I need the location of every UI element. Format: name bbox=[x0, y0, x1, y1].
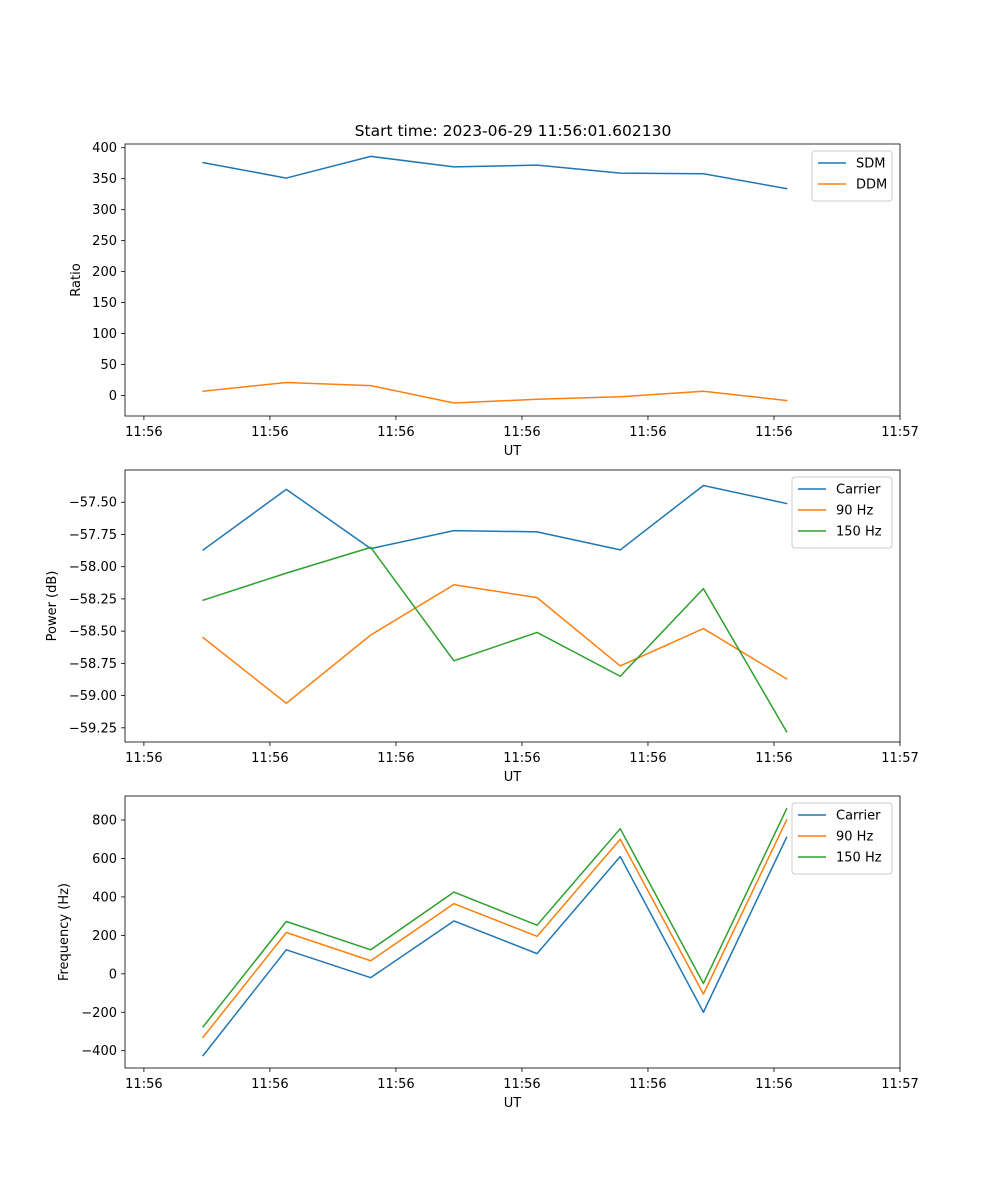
x-tick-label: 11:56 bbox=[503, 751, 540, 766]
x-tick-label: 11:56 bbox=[755, 1077, 792, 1092]
legend-entry-label: DDM bbox=[856, 178, 887, 193]
subplots: 11:56 11:56 11:56 11:56 11:56 11:56 11:57 0 50 10… bbox=[45, 141, 919, 1111]
legend-entry-label: 150 Hz bbox=[836, 525, 882, 540]
legend-entry-label: Carrier bbox=[836, 809, 881, 824]
y-tick-label: 600 bbox=[92, 852, 117, 867]
legend: SDM DDM bbox=[811, 150, 893, 202]
y-axis-label: Ratio bbox=[69, 263, 84, 296]
x-axis-label: UT bbox=[504, 444, 522, 459]
y-tick-label: −57.75 bbox=[69, 528, 117, 543]
subplot-2: 11:56 11:56 11:56 11:56 11:56 11:56 11:57 −59.2… bbox=[45, 469, 919, 785]
y-tick-label: −200 bbox=[81, 1006, 117, 1021]
axes-frame bbox=[124, 469, 901, 743]
x-tick-label: 11:56 bbox=[251, 751, 288, 766]
x-tick-label: 11:57 bbox=[881, 751, 918, 766]
y-tick-label: 250 bbox=[92, 234, 117, 249]
x-tick-label: 11:56 bbox=[503, 1077, 540, 1092]
x-tick-label: 11:56 bbox=[629, 751, 666, 766]
x-tick-label: 11:57 bbox=[881, 425, 918, 440]
legend-entry-label: Carrier bbox=[836, 483, 881, 498]
legend-entry-label: 90 Hz bbox=[836, 504, 873, 519]
y-tick-label: −58.50 bbox=[69, 625, 117, 640]
y-tick-label: 50 bbox=[100, 358, 117, 373]
y-tick-label: 200 bbox=[92, 929, 117, 944]
series-line-carrier bbox=[202, 484, 788, 551]
y-axis-label: Frequency (Hz) bbox=[57, 883, 72, 981]
x-axis-label: UT bbox=[504, 770, 522, 785]
y-tick-label: −57.50 bbox=[69, 496, 117, 511]
y-tick-label: −400 bbox=[81, 1044, 117, 1059]
x-tick-label: 11:56 bbox=[377, 425, 414, 440]
axes-frame bbox=[124, 795, 901, 1069]
y-tick-label: 300 bbox=[92, 203, 117, 218]
x-tick-label: 11:56 bbox=[125, 751, 162, 766]
y-tick-label: −59.00 bbox=[69, 689, 117, 704]
series-line-sdm bbox=[202, 155, 788, 190]
series-line-150-hz bbox=[202, 546, 788, 733]
y-tick-label: 0 bbox=[109, 967, 117, 982]
x-tick-label: 11:57 bbox=[881, 1077, 918, 1092]
subplot-3: 11:56 11:56 11:56 11:56 11:56 11:56 11:57 −400 −… bbox=[57, 795, 919, 1111]
series-line-carrier bbox=[202, 836, 788, 1057]
legend-entry-label: SDM bbox=[856, 157, 885, 172]
y-tick-label: −58.00 bbox=[69, 560, 117, 575]
y-tick-label: 400 bbox=[92, 141, 117, 156]
axes-frame bbox=[124, 143, 901, 417]
legend: Carrier 90 Hz 150 Hz bbox=[791, 802, 893, 875]
y-tick-label: 100 bbox=[92, 327, 117, 342]
legend-entry-label: 90 Hz bbox=[836, 830, 873, 845]
series-line-90-hz bbox=[202, 583, 788, 705]
y-tick-label: −58.75 bbox=[69, 657, 117, 672]
x-tick-label: 11:56 bbox=[503, 425, 540, 440]
series-line-150-hz bbox=[202, 807, 788, 1028]
y-tick-label: 150 bbox=[92, 296, 117, 311]
series-line-ddm bbox=[202, 381, 788, 404]
figure-title: Start time: 2023-06-29 11:56:01.602130 bbox=[355, 122, 672, 140]
y-tick-label: 200 bbox=[92, 265, 117, 280]
x-tick-label: 11:56 bbox=[755, 751, 792, 766]
x-tick-label: 11:56 bbox=[251, 425, 288, 440]
x-tick-label: 11:56 bbox=[377, 751, 414, 766]
legend-entry-label: 150 Hz bbox=[836, 851, 882, 866]
x-tick-label: 11:56 bbox=[125, 425, 162, 440]
y-tick-label: −59.25 bbox=[69, 721, 117, 736]
x-tick-label: 11:56 bbox=[251, 1077, 288, 1092]
y-tick-label: 800 bbox=[92, 814, 117, 829]
x-tick-label: 11:56 bbox=[629, 425, 666, 440]
y-tick-label: 0 bbox=[109, 389, 117, 404]
x-tick-label: 11:56 bbox=[629, 1077, 666, 1092]
y-tick-label: −58.25 bbox=[69, 592, 117, 607]
x-tick-label: 11:56 bbox=[377, 1077, 414, 1092]
y-tick-label: 350 bbox=[92, 172, 117, 187]
x-tick-label: 11:56 bbox=[125, 1077, 162, 1092]
series-line-90-hz bbox=[202, 819, 788, 1039]
y-axis-label: Power (dB) bbox=[45, 571, 60, 642]
subplot-1: 11:56 11:56 11:56 11:56 11:56 11:56 11:57 0 50 10… bbox=[69, 141, 919, 459]
y-tick-label: 400 bbox=[92, 890, 117, 905]
x-axis-label: UT bbox=[504, 1096, 522, 1111]
x-tick-label: 11:56 bbox=[755, 425, 792, 440]
legend: Carrier 90 Hz 150 Hz bbox=[791, 476, 893, 549]
